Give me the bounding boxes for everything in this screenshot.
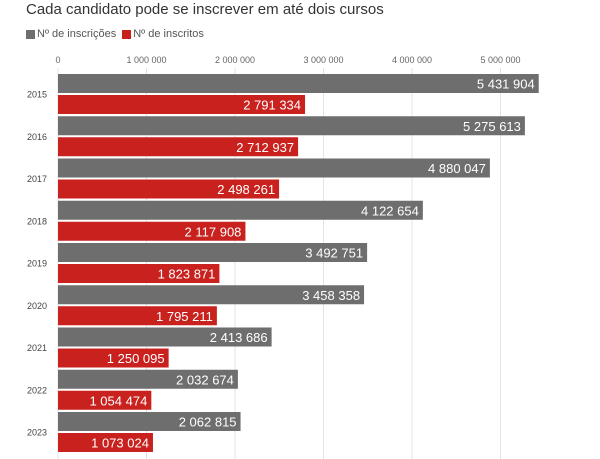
bar-inscritos — [58, 179, 280, 199]
bar-inscritos — [58, 306, 217, 326]
bar-label-inscritos: 1 054 474 — [89, 393, 147, 408]
bar-label-inscritos: 2 498 261 — [217, 182, 275, 197]
category-label: 2018 — [27, 216, 47, 226]
legend-item-inscricoes: Nº de inscrições — [26, 28, 116, 40]
bar-label-inscricoes: 4 122 654 — [361, 203, 419, 218]
category-label: 2017 — [27, 174, 47, 184]
legend-label-inscritos: Nº de inscritos — [133, 28, 204, 40]
bar-inscricoes — [58, 327, 272, 347]
x-tick-label: 5 000 000 — [480, 55, 520, 65]
bar-label-inscricoes: 5 275 613 — [463, 119, 521, 134]
bar-label-inscricoes: 4 880 047 — [428, 161, 486, 176]
bar-inscricoes — [58, 412, 241, 431]
bar-label-inscritos: 2 117 908 — [185, 224, 242, 239]
bar-label-inscricoes: 3 458 358 — [302, 288, 360, 303]
legend-swatch-inscritos — [122, 29, 132, 39]
bar-label-inscricoes: 5 431 904 — [477, 77, 535, 92]
legend-item-inscritos: Nº de inscritos — [122, 28, 204, 40]
chart-title: Cada candidato pode se inscrever em até … — [26, 1, 384, 18]
bar-label-inscricoes: 2 413 686 — [210, 330, 268, 345]
bar-inscricoes — [58, 74, 539, 93]
bar-inscricoes — [58, 243, 368, 262]
bar-label-inscricoes: 2 032 674 — [176, 372, 234, 387]
bar-inscritos — [58, 348, 169, 368]
category-label: 2016 — [27, 132, 47, 142]
bar-inscritos — [58, 221, 246, 241]
bar-inscricoes — [58, 116, 525, 136]
category-label: 2015 — [27, 90, 47, 100]
category-label: 2020 — [27, 301, 47, 311]
bar-inscricoes — [58, 285, 365, 305]
bar-label-inscritos: 2 712 937 — [236, 140, 294, 155]
category-label: 2022 — [27, 385, 47, 395]
legend-label-inscricoes: Nº de inscrições — [37, 28, 117, 40]
bar-inscritos — [58, 95, 306, 114]
legend: Nº de inscrições Nº de inscritos — [26, 28, 210, 40]
bar-label-inscritos: 2 791 334 — [243, 98, 301, 113]
x-tick-label: 4 000 000 — [392, 55, 432, 65]
bar-label-inscritos: 1 250 095 — [107, 351, 165, 366]
category-label: 2021 — [27, 343, 47, 353]
bar-inscricoes — [58, 158, 490, 178]
bar-inscricoes — [58, 200, 423, 220]
x-tick-label: 3 000 000 — [303, 55, 343, 65]
bar-label-inscritos: 1 795 211 — [156, 309, 213, 324]
bar-inscritos — [58, 390, 152, 410]
x-tick-label: 0 — [55, 55, 60, 65]
x-tick-label: 2 000 000 — [215, 55, 255, 65]
bars: 5 431 904 2 791 334 5 275 613 2 712 937 4 88… — [58, 74, 539, 452]
legend-swatch-inscricoes — [26, 29, 35, 39]
category-labels: 2015 2016 2017 2018 2019 2020 2021 2022 2023 — [27, 90, 47, 438]
category-label: 2019 — [27, 259, 47, 269]
bar-inscritos — [58, 264, 220, 283]
bar-inscritos — [58, 137, 299, 157]
bar-inscricoes — [58, 369, 238, 389]
bar-label-inscritos: 1 073 024 — [91, 436, 149, 451]
bar-label-inscricoes: 3 492 751 — [305, 246, 363, 261]
bar-label-inscritos: 1 823 871 — [158, 267, 216, 282]
x-axis-ticks: 0 1 000 000 2 000 000 3 000 000 4 000 000 5 0… — [55, 55, 520, 65]
x-tick-label: 1 000 000 — [126, 55, 166, 65]
bar-label-inscricoes: 2 062 815 — [179, 415, 237, 430]
category-label: 2023 — [27, 428, 47, 438]
bar-inscritos — [58, 433, 153, 452]
